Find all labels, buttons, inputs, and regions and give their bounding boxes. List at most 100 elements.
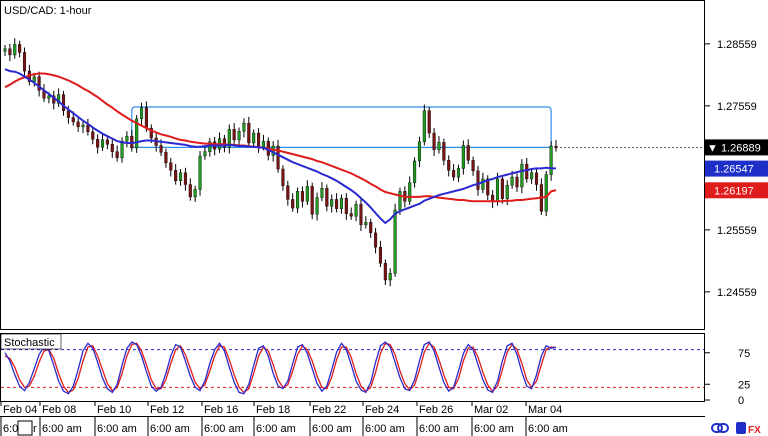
candle-body <box>120 140 124 159</box>
chart-title: USD/CAD: 1-hour <box>4 5 92 17</box>
time-label: 6:00 am <box>474 423 514 435</box>
candle-body <box>505 184 509 199</box>
candle-body <box>3 48 7 52</box>
fast-moving-average-line <box>4 68 556 225</box>
candle-body <box>549 145 553 175</box>
candle-body <box>105 139 109 145</box>
candle-body <box>432 132 436 151</box>
candle-body <box>198 155 202 190</box>
candle-body <box>408 182 412 202</box>
slow-moving-average-line <box>4 72 557 203</box>
stochastic-d-line <box>4 342 557 394</box>
time-label: 6:00 am <box>312 423 352 435</box>
candle-body <box>208 141 212 152</box>
scroller-handle[interactable] <box>17 420 33 436</box>
candle-body <box>100 139 105 148</box>
candle-body <box>486 178 490 196</box>
candle-body <box>320 188 324 198</box>
indicator-label: Stochastic <box>4 337 55 349</box>
candle-body <box>237 131 241 141</box>
price-badge-red <box>705 182 768 199</box>
candle-body <box>57 94 61 104</box>
stochastic-axis: 75 25 0 <box>705 348 750 407</box>
candle-body <box>18 44 22 53</box>
candle-body <box>300 191 304 202</box>
date-tick-label: Feb 12 <box>150 404 184 416</box>
indicator-label-box <box>0 333 62 350</box>
candle-body <box>383 263 387 281</box>
candle-body <box>481 178 485 190</box>
price-tick-label: 1.24559 <box>717 287 757 299</box>
time-scroller[interactable]: 6:00 6:00 am 6:00 am 6:00 am 6:00 am 6:00 am 6… <box>0 417 568 436</box>
candlestick-series <box>3 38 558 287</box>
time-label: 6:00 am <box>256 423 296 435</box>
candle-body <box>349 213 353 217</box>
candle-body <box>227 129 231 148</box>
candle-body <box>452 170 456 178</box>
time-label: 6:00 am <box>419 423 459 435</box>
candle-body <box>495 178 500 203</box>
candle-body <box>144 107 148 129</box>
candle-body <box>261 140 265 147</box>
candle-body <box>169 162 173 171</box>
candle-body <box>232 129 236 141</box>
candle-body <box>247 122 251 144</box>
time-label: 6:00 am <box>528 423 568 435</box>
candle-body <box>125 135 129 142</box>
candle-body <box>188 184 192 198</box>
price-tick-label: 1.28559 <box>717 39 757 51</box>
candle-body <box>61 94 66 111</box>
time-prefix-label: r <box>33 423 37 435</box>
price-badge-label: ▼ 1.26889 <box>707 142 761 154</box>
candle-body <box>276 145 280 170</box>
candle-body <box>193 189 197 198</box>
candle-body <box>330 199 334 207</box>
candle-body <box>393 209 397 274</box>
candle-body <box>544 174 548 212</box>
candle-body <box>369 222 373 234</box>
candle-body <box>159 145 163 153</box>
candle-body <box>291 199 295 209</box>
candle-body <box>413 160 417 183</box>
price-panel-frame <box>0 0 705 330</box>
candle-body <box>257 132 261 147</box>
candle-body <box>86 124 90 133</box>
candle-body <box>437 142 441 151</box>
price-badges: ▼ 1.26889 1.26547 1.26197 <box>560 139 768 199</box>
candle-body <box>281 168 285 186</box>
candle-body <box>442 142 446 161</box>
candle-body <box>71 117 75 123</box>
candle-body <box>500 178 504 199</box>
candle-body <box>520 163 524 188</box>
time-label: 6:00 am <box>42 423 82 435</box>
candle-body <box>344 197 348 214</box>
svg-text:FX: FX <box>748 425 761 436</box>
candle-body <box>174 170 178 182</box>
candle-body <box>22 52 27 72</box>
stochastic-k-line <box>4 341 557 395</box>
date-tick-label: Feb 10 <box>97 404 131 416</box>
candle-body <box>534 172 539 185</box>
candle-body <box>242 122 246 132</box>
candle-body <box>422 110 426 142</box>
candle-body <box>183 172 187 185</box>
date-tick-label: Feb 16 <box>204 404 238 416</box>
candle-body <box>32 76 36 82</box>
link-icon[interactable] <box>711 423 729 433</box>
candle-body <box>135 118 139 149</box>
date-tick-label: Mar 04 <box>528 404 562 416</box>
date-axis: Feb 04 Feb 08 Feb 10 Feb 12 Feb 16 Feb 18 Feb … <box>0 401 562 416</box>
title-background <box>2 2 101 17</box>
candle-body <box>81 124 85 128</box>
candle-body <box>325 188 329 207</box>
date-tick-label: Feb 22 <box>312 404 346 416</box>
candle-body <box>66 110 70 118</box>
candle-body <box>8 48 12 56</box>
stochastic-tick-label: 25 <box>738 379 750 391</box>
date-tick-label: Feb 08 <box>42 404 76 416</box>
candle-body <box>47 95 51 99</box>
candle-body <box>315 197 319 215</box>
candle-body <box>222 138 226 148</box>
time-label: 6:00 am <box>97 423 137 435</box>
stochastic-tick-label: 75 <box>738 348 750 360</box>
